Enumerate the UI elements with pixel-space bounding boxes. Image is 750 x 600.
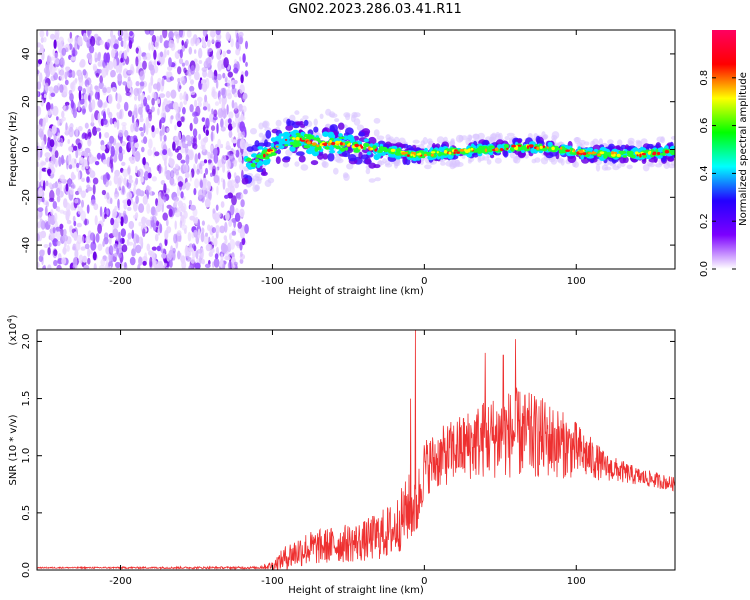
spectrogram-y-tick-label: 20 bbox=[21, 95, 32, 108]
colorbar-tick-label: 0.4 bbox=[699, 165, 710, 181]
snr-x-tick-label: -100 bbox=[261, 576, 284, 587]
snr-y-tick-label: 1.0 bbox=[21, 448, 32, 464]
colorbar-tick-label: 0.8 bbox=[699, 70, 710, 86]
colorbar-label: Normalized spectral amplitude bbox=[738, 72, 749, 226]
snr-y-tick-label: 1.5 bbox=[21, 391, 32, 407]
colorbar-tick-label: 0.6 bbox=[699, 118, 710, 134]
spectrogram-y-label: Frequency (Hz) bbox=[8, 111, 19, 187]
colorbar-gradient bbox=[712, 30, 736, 269]
snr-x-tick-label: -200 bbox=[109, 576, 132, 587]
spectrogram-x-label: Height of straight line (km) bbox=[288, 286, 424, 297]
snr-x-label: Height of straight line (km) bbox=[288, 585, 424, 596]
spectrogram-heatmap bbox=[37, 30, 675, 269]
spectrogram-y-tick-label: 40 bbox=[21, 48, 32, 61]
snr-y-tick-label: 0.0 bbox=[21, 562, 32, 578]
spectrogram-x-tick-label: 0 bbox=[421, 276, 427, 287]
snr-y-label: SNR (10 * v/v) bbox=[8, 414, 19, 485]
spectrogram-x-tick-label: -200 bbox=[109, 276, 132, 287]
spectrogram-x-tick-label: -100 bbox=[261, 276, 284, 287]
snr-x-ticks: -200 -100 0 100 bbox=[109, 330, 586, 587]
snr-series-line bbox=[36, 329, 676, 571]
snr-y-tick-label: 0.5 bbox=[21, 505, 32, 521]
spectrogram-y-tick-label: -20 bbox=[21, 189, 32, 205]
spectrogram-y-tick-label: 0 bbox=[21, 146, 32, 152]
snr-scale-label: (x104) bbox=[6, 314, 19, 345]
snr-x-tick-label: 0 bbox=[421, 576, 427, 587]
spectrogram-y-ticks: -40 -20 0 20 40 bbox=[21, 48, 675, 253]
spectrogram-y-tick-label: -40 bbox=[21, 237, 32, 253]
snr-frame bbox=[36, 329, 676, 571]
snr-y-tick-label: 2.0 bbox=[21, 333, 32, 349]
colorbar-tick-label: 0.2 bbox=[699, 213, 710, 229]
colorbar-tick-label: 0.0 bbox=[699, 261, 710, 277]
snr-x-tick-label: 100 bbox=[567, 576, 586, 587]
spectrogram-x-ticks: -200 -100 0 100 bbox=[109, 30, 586, 287]
colorbar: 0.0 0.2 0.4 0.6 0.8 Normalized spectral ampl… bbox=[699, 30, 749, 277]
colorbar-ticks: 0.0 0.2 0.4 0.6 0.8 bbox=[699, 70, 736, 277]
spectrogram-x-tick-label: 100 bbox=[567, 276, 586, 287]
snr-y-ticks: 0.0 0.5 1.0 1.5 2.0 bbox=[21, 333, 675, 578]
chart-title: GN02.2023.286.03.41.R11 bbox=[288, 2, 462, 17]
snr-panel: -200 -100 0 100 0.0 0.5 1.0 1.5 2.0 Height of s… bbox=[6, 314, 676, 596]
